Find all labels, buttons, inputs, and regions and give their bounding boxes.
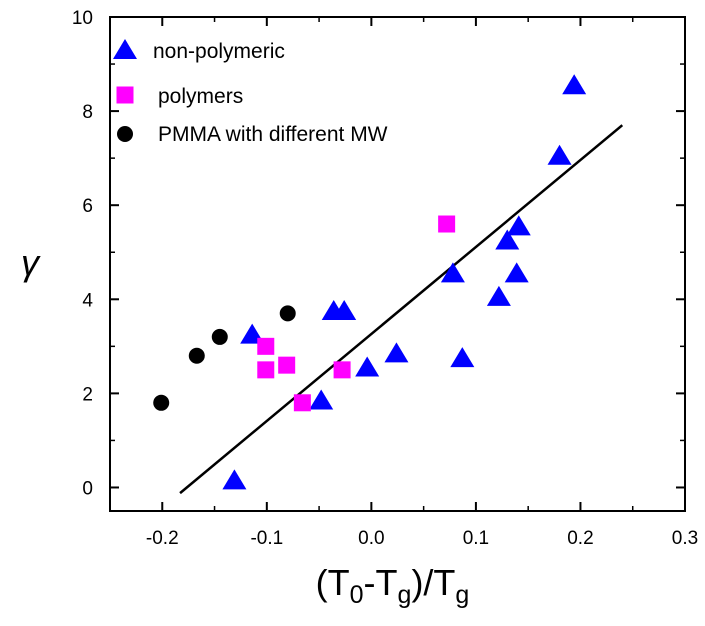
data-point-triangle bbox=[440, 262, 465, 283]
data-point-triangle bbox=[309, 389, 334, 410]
data-point-triangle bbox=[506, 215, 531, 236]
x-tick-label: -0.1 bbox=[250, 528, 283, 549]
x-label-part: )/T bbox=[411, 562, 455, 603]
data-point-triangle bbox=[504, 262, 529, 283]
data-point-triangle bbox=[384, 342, 409, 363]
x-label-sub: 0 bbox=[350, 581, 364, 609]
data-point-triangle bbox=[562, 74, 587, 95]
y-tick-label: 10 bbox=[72, 8, 93, 29]
data-point-square bbox=[257, 337, 275, 355]
y-tick-label: 8 bbox=[82, 102, 93, 123]
data-point-triangle bbox=[222, 469, 247, 490]
points-layer bbox=[153, 74, 587, 490]
legend-marker-circle bbox=[117, 126, 133, 142]
x-label-part: (T bbox=[316, 562, 350, 603]
y-tick-label: 2 bbox=[82, 384, 93, 405]
x-tick-label: 0.2 bbox=[567, 528, 593, 549]
y-tick-label: 4 bbox=[82, 290, 93, 311]
data-point-triangle bbox=[355, 356, 380, 377]
y-tick-label: 6 bbox=[82, 196, 93, 217]
x-tick-label: 0.0 bbox=[358, 528, 384, 549]
data-point-square bbox=[333, 361, 351, 379]
legend-label: non-polymeric bbox=[153, 40, 285, 63]
legend-marker-square bbox=[116, 86, 134, 104]
data-point-triangle bbox=[486, 285, 511, 306]
x-label-part: -T bbox=[364, 562, 398, 603]
x-label-sub: g bbox=[398, 581, 412, 609]
data-point-circle bbox=[279, 305, 296, 322]
data-point-triangle bbox=[332, 300, 357, 321]
data-point-triangle bbox=[450, 347, 475, 368]
x-tick-label: -0.2 bbox=[146, 528, 179, 549]
ticks-layer: -0.2 -0.1 0.0 0.1 0.2 0.3 0 2 4 6 8 10 bbox=[72, 8, 698, 549]
data-point-triangle bbox=[547, 144, 572, 165]
data-point-triangle bbox=[495, 229, 520, 250]
fit-line bbox=[179, 124, 624, 495]
data-point-circle bbox=[153, 394, 170, 411]
data-point-circle bbox=[188, 347, 205, 364]
plot-frame bbox=[109, 16, 686, 512]
x-tick-label: 0.3 bbox=[672, 528, 698, 549]
data-point-circle bbox=[211, 328, 228, 345]
x-axis-label: (T0-Tg)/Tg bbox=[316, 562, 470, 609]
y-axis-label: γ bbox=[21, 242, 41, 283]
x-tick-label: 0.1 bbox=[463, 528, 489, 549]
legend-label: polymers bbox=[158, 85, 243, 108]
legend: non-polymeric polymers PMMA with different… bbox=[113, 39, 388, 146]
fit-layer bbox=[179, 124, 624, 495]
data-point-square bbox=[257, 361, 275, 379]
x-label-sub: g bbox=[455, 581, 469, 609]
legend-marker-triangle bbox=[113, 39, 137, 59]
legend-label: PMMA with different MW bbox=[158, 123, 388, 146]
data-point-square bbox=[438, 215, 456, 233]
data-point-square bbox=[278, 356, 296, 374]
data-point-square bbox=[293, 394, 311, 412]
y-tick-label: 0 bbox=[82, 478, 93, 499]
